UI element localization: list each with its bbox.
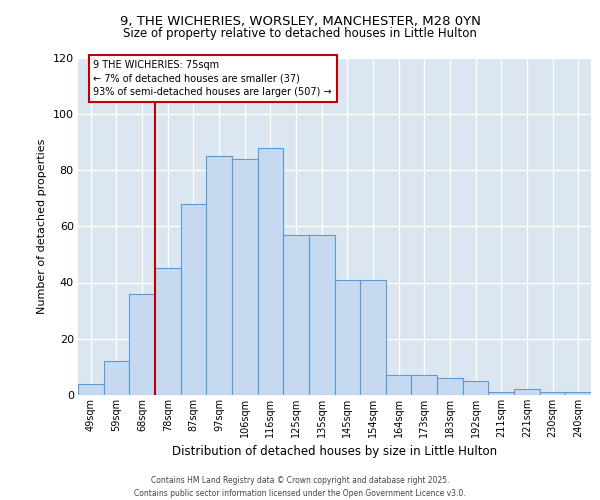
Bar [309, 234, 335, 395]
X-axis label: Distribution of detached houses by size in Little Hulton: Distribution of detached houses by size … [172, 446, 497, 458]
Bar [514, 390, 540, 395]
Bar [155, 268, 181, 395]
Text: 9, THE WICHERIES, WORSLEY, MANCHESTER, M28 0YN: 9, THE WICHERIES, WORSLEY, MANCHESTER, M… [119, 15, 481, 28]
Bar [104, 361, 130, 395]
Text: Size of property relative to detached houses in Little Hulton: Size of property relative to detached ho… [123, 28, 477, 40]
Y-axis label: Number of detached properties: Number of detached properties [37, 138, 47, 314]
Bar [130, 294, 155, 395]
Bar [335, 280, 360, 395]
Bar [206, 156, 232, 395]
Bar [463, 381, 488, 395]
Bar [181, 204, 206, 395]
Bar [360, 280, 386, 395]
Text: 9 THE WICHERIES: 75sqm
← 7% of detached houses are smaller (37)
93% of semi-deta: 9 THE WICHERIES: 75sqm ← 7% of detached … [94, 60, 332, 96]
Bar [386, 376, 412, 395]
Bar [565, 392, 591, 395]
Bar [437, 378, 463, 395]
Bar [257, 148, 283, 395]
Bar [78, 384, 104, 395]
Bar [540, 392, 565, 395]
Bar [488, 392, 514, 395]
Bar [283, 234, 309, 395]
Bar [232, 159, 257, 395]
Bar [412, 376, 437, 395]
Text: Contains HM Land Registry data © Crown copyright and database right 2025.
Contai: Contains HM Land Registry data © Crown c… [134, 476, 466, 498]
